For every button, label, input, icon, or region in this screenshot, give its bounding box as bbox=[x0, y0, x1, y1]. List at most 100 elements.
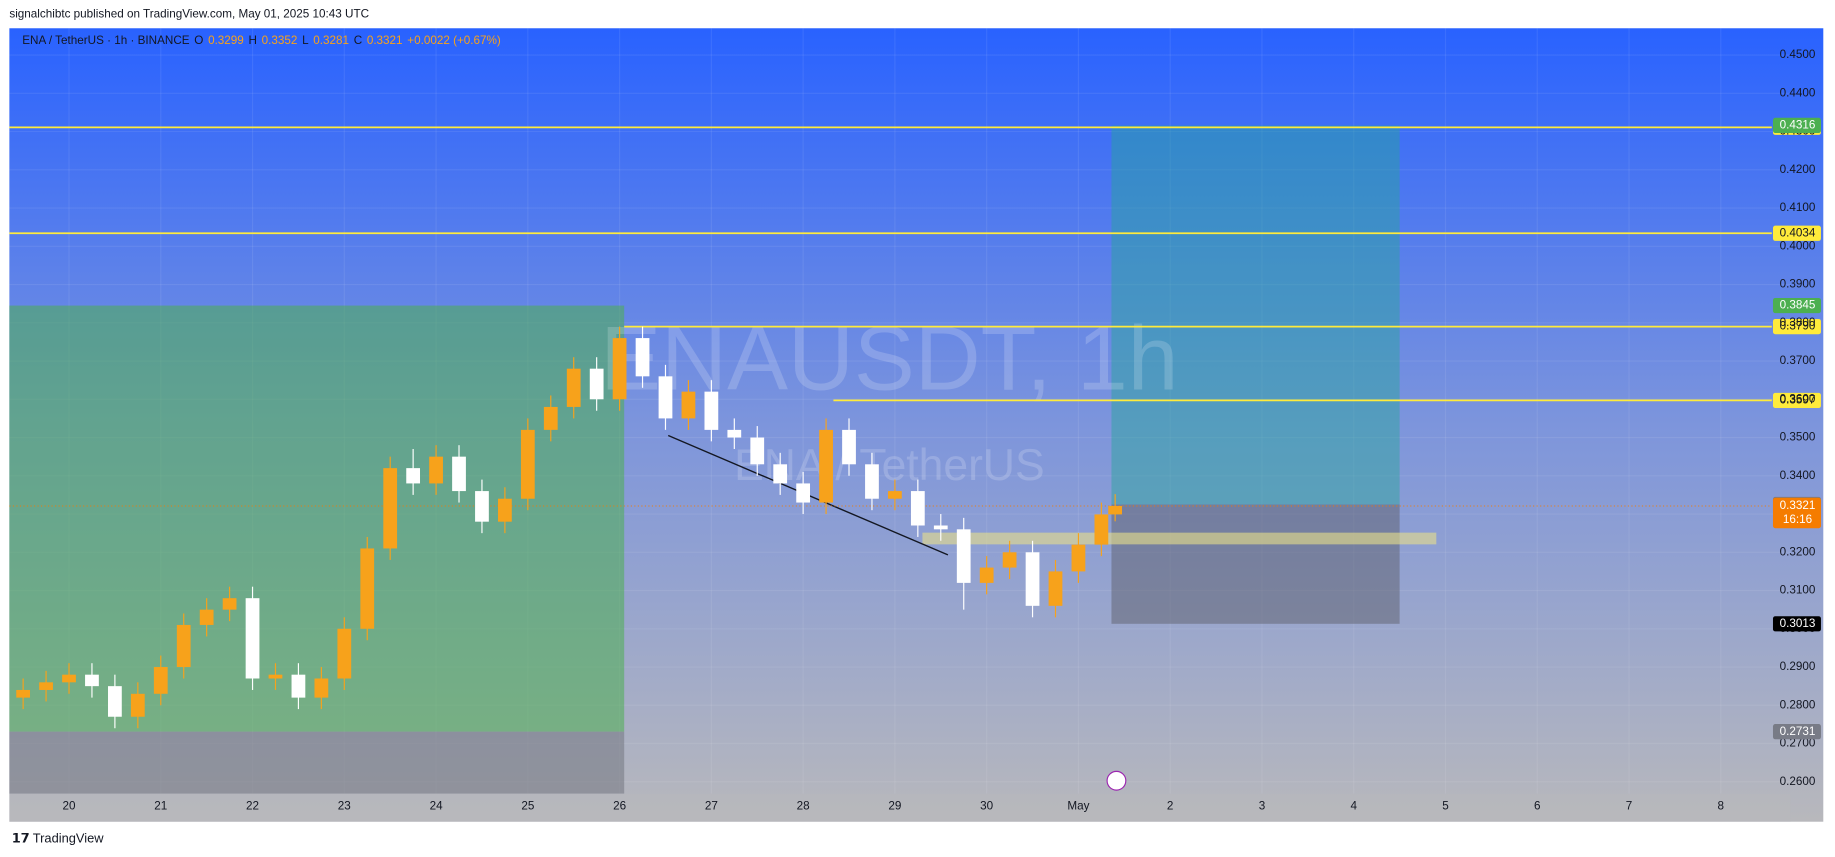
candle-body bbox=[199, 609, 214, 625]
candle-body bbox=[658, 376, 673, 419]
publisher: signalchibtc published on TradingView.co… bbox=[9, 7, 369, 20]
y-tick-label: 0.3600 bbox=[1780, 392, 1816, 405]
candle-body bbox=[589, 368, 604, 400]
last-price-bg bbox=[1772, 497, 1821, 529]
y-tick-label: 0.4000 bbox=[1780, 239, 1816, 252]
candle-body bbox=[865, 464, 879, 499]
gray-zone bbox=[9, 731, 625, 794]
footer: TradingView bbox=[33, 831, 104, 846]
o-label: O bbox=[194, 34, 203, 47]
legend: ENA / TetherUS · 1h · BINANCE O 0.3299 H 0.3… bbox=[22, 34, 501, 47]
y-tick-label: 0.2900 bbox=[1780, 660, 1816, 673]
price-label-bg bbox=[1772, 724, 1821, 740]
candle-body bbox=[1025, 552, 1040, 606]
y-tick-label: 0.2600 bbox=[1780, 775, 1816, 788]
x-tick-label: 25 bbox=[521, 800, 535, 813]
y-tick-label: 0.4400 bbox=[1780, 86, 1816, 99]
x-tick-label: 8 bbox=[1718, 800, 1725, 813]
candle-body bbox=[773, 464, 788, 484]
y-tick-label: 0.3100 bbox=[1780, 584, 1816, 597]
y-tick-label: 0.4100 bbox=[1780, 201, 1816, 214]
x-tick-label: 29 bbox=[888, 800, 901, 813]
x-tick-label: 2 bbox=[1167, 800, 1174, 813]
candle-body bbox=[429, 456, 443, 484]
price-label-bg bbox=[1772, 616, 1821, 632]
x-tick-label: 30 bbox=[980, 800, 994, 813]
x-tick-label: 20 bbox=[63, 800, 77, 813]
candle-body bbox=[819, 429, 833, 503]
candle-body bbox=[62, 674, 76, 683]
level-label: 0.4034 bbox=[1780, 226, 1816, 239]
x-tick-label: 22 bbox=[246, 800, 259, 813]
time-axis-bg bbox=[9, 793, 1791, 822]
level-label: 0.3790 bbox=[1780, 320, 1816, 333]
x-tick-label: 5 bbox=[1442, 800, 1449, 813]
price-label: 0.4316 bbox=[1780, 119, 1816, 132]
y-tick-label: 0.4200 bbox=[1780, 163, 1816, 176]
candle-body bbox=[635, 338, 650, 377]
h-label: H bbox=[248, 34, 256, 47]
level-label-bg bbox=[1772, 318, 1821, 335]
candle-body bbox=[383, 468, 398, 549]
y-tick-label: 0.3500 bbox=[1780, 431, 1816, 444]
price-label: 0.3845 bbox=[1780, 299, 1816, 312]
candle-body bbox=[1048, 571, 1063, 606]
level-label: 0.3597 bbox=[1780, 394, 1816, 407]
candle-body bbox=[842, 429, 856, 465]
candle-body bbox=[520, 429, 535, 499]
candle-body bbox=[681, 391, 696, 419]
price-label-bg bbox=[1772, 297, 1821, 314]
candle-body bbox=[337, 628, 352, 679]
candle-body bbox=[1108, 505, 1123, 515]
candle-body bbox=[130, 693, 145, 717]
event-icon bbox=[1106, 770, 1127, 791]
candle-body bbox=[796, 483, 811, 503]
price-label-bg bbox=[1772, 117, 1821, 134]
y-tick-label: 0.4500 bbox=[1780, 48, 1816, 61]
candle-body bbox=[1071, 544, 1086, 572]
x-tick-label: 27 bbox=[705, 800, 718, 813]
candle-body bbox=[222, 598, 237, 610]
candle-body bbox=[1094, 514, 1109, 545]
candle-body bbox=[933, 525, 948, 530]
candle-body bbox=[612, 338, 627, 400]
x-tick-label: 24 bbox=[430, 800, 444, 813]
candle-body bbox=[979, 567, 994, 583]
y-tick-label: 0.3800 bbox=[1780, 316, 1816, 329]
y-tick-label: 0.3200 bbox=[1780, 545, 1816, 558]
candle-body bbox=[291, 674, 306, 698]
candle-body bbox=[85, 674, 99, 687]
candle-body bbox=[475, 491, 489, 522]
close-value: 0.3321 bbox=[367, 34, 403, 47]
support-band bbox=[922, 532, 1437, 545]
y-tick-label: 0.2700 bbox=[1780, 737, 1816, 750]
level-label-bg bbox=[1772, 225, 1821, 241]
c-label: C bbox=[354, 34, 362, 47]
price-label: 0.2731 bbox=[1780, 725, 1816, 738]
l-label: L bbox=[302, 34, 309, 47]
y-tick-label: 0.3700 bbox=[1780, 354, 1816, 367]
candle-body bbox=[268, 674, 283, 679]
watermark: ENAUSDT, 1h bbox=[600, 307, 1178, 409]
candle-body bbox=[108, 686, 122, 717]
candle-body bbox=[498, 498, 512, 522]
candle-body bbox=[16, 689, 31, 698]
candle-body bbox=[153, 667, 168, 694]
change: +0.0022 (+0.67%) bbox=[407, 34, 501, 47]
candle-body bbox=[176, 624, 191, 668]
candle-body bbox=[750, 437, 765, 465]
price-label: 0.3013 bbox=[1780, 617, 1816, 630]
stop-zone bbox=[1111, 504, 1400, 624]
candle-body bbox=[566, 368, 581, 407]
candle-body bbox=[314, 678, 329, 698]
candle-body bbox=[956, 529, 971, 583]
x-tick-label: 21 bbox=[154, 800, 167, 813]
candle-body bbox=[727, 429, 742, 438]
candle-body bbox=[406, 468, 421, 484]
candle-body bbox=[39, 682, 53, 690]
x-tick-label: 26 bbox=[613, 800, 626, 813]
candle-body bbox=[888, 491, 902, 499]
symbol: ENA / TetherUS · 1h · BINANCE bbox=[22, 34, 190, 47]
y-tick-label: 0.3400 bbox=[1780, 469, 1816, 482]
